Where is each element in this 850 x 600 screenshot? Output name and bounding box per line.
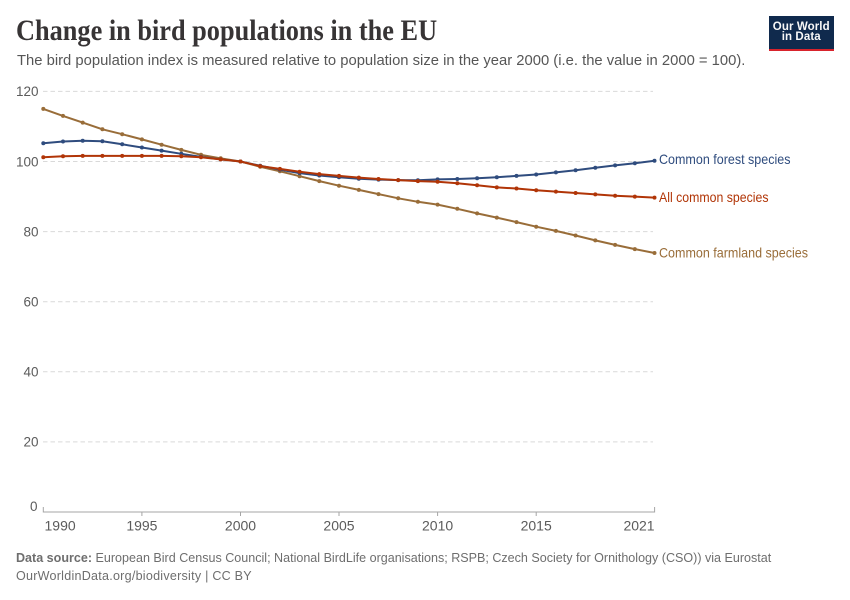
svg-text:2005: 2005 xyxy=(323,518,354,534)
svg-text:1995: 1995 xyxy=(126,518,157,534)
svg-text:2021: 2021 xyxy=(623,518,654,534)
svg-text:40: 40 xyxy=(23,365,38,380)
svg-text:100: 100 xyxy=(16,154,39,169)
svg-text:120: 120 xyxy=(16,84,39,99)
svg-text:2000: 2000 xyxy=(225,518,256,534)
svg-text:2015: 2015 xyxy=(521,518,552,534)
svg-text:60: 60 xyxy=(23,295,38,310)
svg-text:20: 20 xyxy=(23,435,38,450)
svg-text:Common farmland species: Common farmland species xyxy=(659,245,808,261)
svg-text:1990: 1990 xyxy=(45,518,76,534)
svg-text:All common species: All common species xyxy=(659,189,769,205)
svg-text:Common forest species: Common forest species xyxy=(659,151,791,167)
svg-text:2010: 2010 xyxy=(422,518,453,534)
svg-text:80: 80 xyxy=(23,224,38,239)
svg-text:0: 0 xyxy=(30,499,38,514)
